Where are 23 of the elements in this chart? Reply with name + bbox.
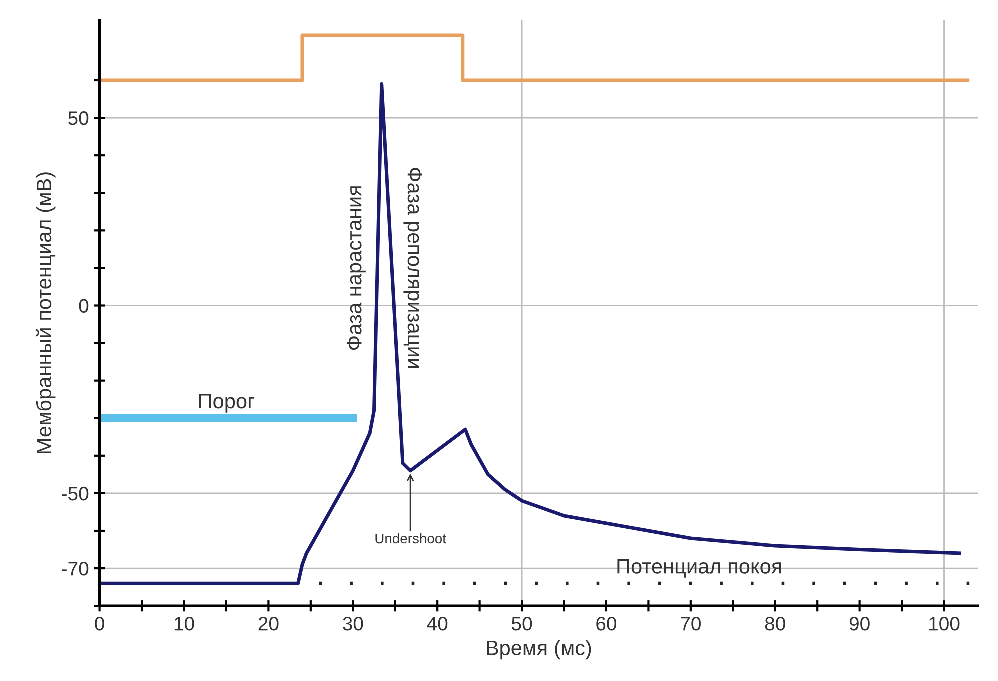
x-axis-title: Время (мс): [487, 640, 592, 660]
x-tick-label: 70: [681, 617, 701, 631]
x-tick-label: 100: [930, 617, 960, 631]
annotation: Потенциал покоя: [618, 559, 782, 578]
y-tick-label: -70: [62, 562, 89, 576]
x-tick-label: 90: [850, 617, 870, 631]
x-tick-label: 0: [95, 617, 104, 631]
annotation: Фаза нарастания: [347, 186, 366, 350]
x-tick-label: 10: [174, 617, 194, 631]
x-tick-label: 40: [427, 617, 448, 631]
y-axis-title: Мембранный потенциал (мВ): [36, 172, 56, 454]
x-tick-label: 80: [765, 617, 786, 631]
x-tick-label: 50: [512, 617, 532, 631]
x-tick-label: 30: [343, 617, 364, 631]
annotation: Порог: [199, 394, 255, 413]
y-tick-label: -50: [62, 486, 89, 501]
y-tick-label: 50: [68, 112, 89, 126]
y-tick-label: 0: [79, 299, 89, 313]
x-tick-label: 20: [258, 617, 279, 631]
line-series: [100, 82, 963, 586]
x-tick-label: 60: [596, 617, 617, 631]
annotation: Undershoot: [376, 533, 446, 544]
annotation: Фаза реполяризации: [404, 168, 422, 368]
